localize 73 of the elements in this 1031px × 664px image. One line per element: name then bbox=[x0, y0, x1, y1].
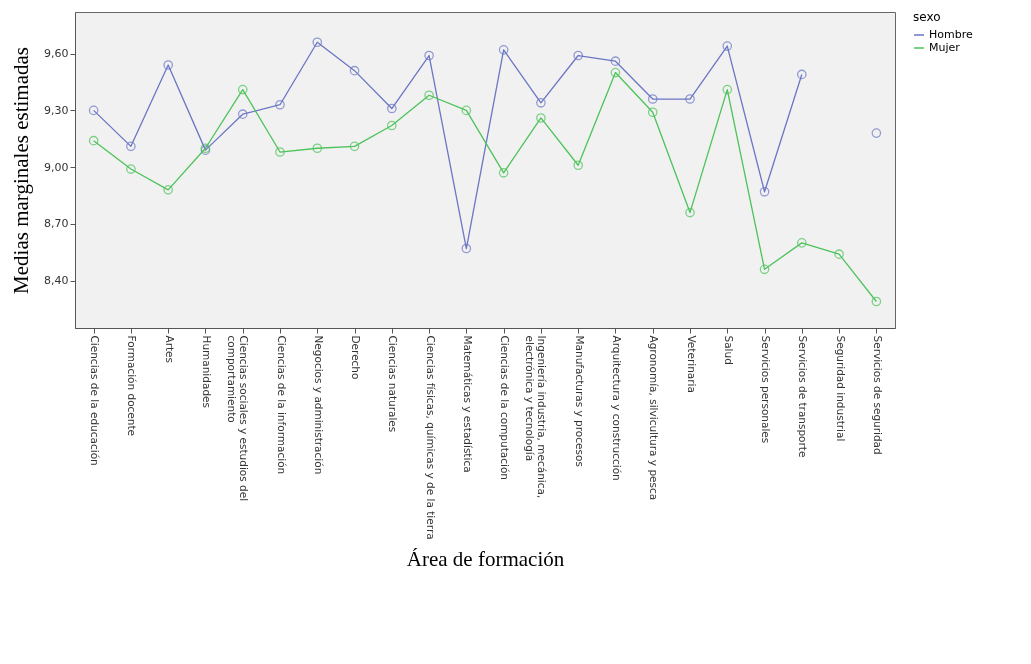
point bbox=[88, 135, 99, 146]
point bbox=[126, 141, 136, 152]
point bbox=[647, 94, 658, 104]
point bbox=[275, 147, 285, 157]
legend-label: Mujer bbox=[929, 41, 961, 54]
point bbox=[685, 94, 695, 104]
point bbox=[386, 120, 397, 131]
point bbox=[536, 113, 546, 123]
point bbox=[722, 41, 733, 51]
point bbox=[88, 105, 99, 116]
x-tick-label: Matemáticas y estadística bbox=[461, 335, 474, 473]
y-axis-title: Medias marginales estimadas bbox=[9, 47, 34, 294]
x-tick-label: Ingeniería industria, mecánica, electrónica y tecnología bbox=[523, 335, 549, 499]
point bbox=[312, 143, 323, 154]
point bbox=[349, 141, 360, 152]
y-tick-label: 9,00 bbox=[44, 160, 69, 174]
point bbox=[424, 50, 434, 61]
point bbox=[759, 264, 770, 275]
x-tick-label: Ciencias naturales bbox=[387, 335, 400, 433]
point bbox=[536, 98, 546, 108]
point bbox=[796, 238, 807, 248]
point bbox=[237, 84, 248, 95]
point bbox=[163, 60, 174, 70]
legend-title: sexo bbox=[913, 10, 941, 24]
legend-label: Hombre bbox=[929, 28, 973, 41]
point bbox=[275, 99, 285, 110]
x-tick-label: Ciencias de la educación bbox=[89, 335, 102, 466]
x-tick-label: Agronomía, silvicultura y pesca bbox=[648, 335, 661, 501]
point bbox=[237, 109, 248, 119]
x-axis-title: Área de formación bbox=[406, 546, 565, 571]
point bbox=[685, 207, 695, 218]
point bbox=[610, 56, 621, 67]
x-tick-label: Arquitectura y construcción bbox=[610, 335, 623, 481]
x-tick-label: Ciencias físicas, químicas y de la tierra bbox=[424, 335, 437, 540]
x-tick-label: Humanidades bbox=[200, 335, 213, 408]
x-tick-label: Salud bbox=[722, 335, 735, 365]
point bbox=[759, 186, 770, 197]
x-tick-label: Servicios personales bbox=[760, 335, 773, 444]
point bbox=[349, 65, 360, 76]
point bbox=[461, 243, 472, 254]
y-tick-label: 8,70 bbox=[44, 217, 69, 231]
point bbox=[498, 168, 509, 178]
x-tick-label: Manufacturas y procesos bbox=[573, 335, 586, 467]
point bbox=[573, 160, 584, 171]
point bbox=[163, 185, 174, 195]
x-tick-label: Veterinaria bbox=[685, 335, 698, 393]
point bbox=[386, 103, 397, 114]
point bbox=[461, 105, 472, 116]
point bbox=[573, 50, 584, 61]
point bbox=[498, 45, 509, 55]
point bbox=[126, 164, 136, 174]
point bbox=[871, 128, 882, 138]
x-tick-label: Derecho bbox=[350, 335, 363, 380]
y-tick-label: 9,60 bbox=[44, 47, 69, 61]
x-tick-label: Seguridad industrial bbox=[834, 335, 847, 442]
point bbox=[722, 84, 733, 95]
point bbox=[312, 37, 323, 48]
point bbox=[871, 296, 882, 307]
x-tick-label: Formación docente bbox=[126, 335, 139, 437]
x-tick-label: Ciencias de la computación bbox=[499, 335, 512, 481]
point bbox=[610, 67, 621, 78]
y-tick-label: 9,30 bbox=[44, 103, 69, 117]
x-tick-label: Artes bbox=[163, 335, 176, 364]
point bbox=[796, 69, 807, 80]
point bbox=[424, 90, 434, 101]
y-tick-label: 8,40 bbox=[44, 274, 69, 288]
x-tick-label: Servicios de transporte bbox=[797, 335, 810, 458]
x-tick-label: Ciencias de la información bbox=[275, 335, 288, 475]
x-tick-label: Ciencias sociales y estudios del comportamiento bbox=[225, 335, 251, 502]
x-tick-label: Negocios y administración bbox=[312, 335, 325, 475]
point bbox=[647, 107, 658, 118]
point bbox=[834, 249, 844, 260]
x-tick-label: Servicios de seguridad bbox=[871, 335, 884, 455]
